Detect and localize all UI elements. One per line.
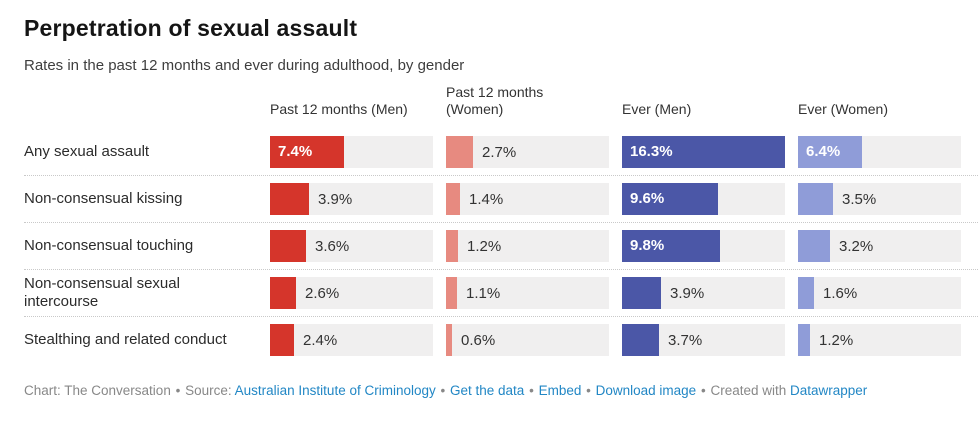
datawrapper-link[interactable]: Datawrapper bbox=[790, 383, 868, 398]
bar-track: 9.8% bbox=[622, 230, 785, 262]
bar-track: 3.7% bbox=[622, 324, 785, 356]
bar-value-label: 9.6% bbox=[630, 190, 665, 207]
row-label: Non-consensual kissing bbox=[24, 190, 183, 207]
footer-credit: Chart: The Conversation bbox=[24, 383, 171, 398]
footer: Chart: The Conversation • Source: Austra… bbox=[24, 382, 978, 399]
row-label: Non-consensual touching bbox=[24, 237, 194, 254]
bar bbox=[270, 230, 306, 262]
bar-track: 1.1% bbox=[446, 277, 609, 309]
bar bbox=[798, 183, 833, 215]
bar-track: 1.2% bbox=[446, 230, 609, 262]
bar: 9.6% bbox=[622, 183, 718, 215]
column-header: Past 12 months (Men) bbox=[270, 101, 408, 117]
footer-separator: • bbox=[700, 383, 706, 398]
row-label: Non-consensual sexual intercourse bbox=[24, 275, 180, 310]
bar-value-label: 9.8% bbox=[630, 237, 665, 254]
bar-track: 6.4% bbox=[798, 136, 961, 168]
bar bbox=[798, 324, 810, 356]
bar-track: 1.2% bbox=[798, 324, 961, 356]
get-the-data-link[interactable]: Get the data bbox=[450, 383, 525, 398]
bar-value-label: 3.6% bbox=[315, 237, 350, 255]
bar-track: 0.6% bbox=[446, 324, 609, 356]
chart-row: Non-consensual kissing 3.9% 1.4% 9.6% 3.5% bbox=[24, 176, 978, 223]
bar bbox=[270, 183, 309, 215]
footer-separator: • bbox=[440, 383, 446, 398]
bar-value-label: 3.9% bbox=[318, 190, 353, 208]
bar-track: 7.4% bbox=[270, 136, 433, 168]
bar-value-label: 1.1% bbox=[466, 284, 501, 302]
bar: 9.8% bbox=[622, 230, 720, 262]
bar-track: 3.2% bbox=[798, 230, 961, 262]
bar-value-label: 1.2% bbox=[819, 331, 854, 349]
bar-value-label: 3.9% bbox=[670, 284, 705, 302]
bar-track: 3.9% bbox=[270, 183, 433, 215]
chart-subtitle: Rates in the past 12 months and ever dur… bbox=[24, 57, 465, 74]
bar-track: 3.9% bbox=[622, 277, 785, 309]
bar-track: 16.3% bbox=[622, 136, 785, 168]
bar: 7.4% bbox=[270, 136, 344, 168]
bar-track: 2.7% bbox=[446, 136, 609, 168]
chart-row: Non-consensual sexual intercourse 2.6% 1.1… bbox=[24, 270, 978, 317]
footer-separator: • bbox=[175, 383, 181, 398]
bar bbox=[446, 277, 457, 309]
bar bbox=[446, 324, 452, 356]
bar-track: 3.5% bbox=[798, 183, 961, 215]
bar bbox=[446, 230, 458, 262]
column-headers: Past 12 months (Men) Past 12 months (Wome… bbox=[24, 84, 978, 129]
bar-value-label: 3.7% bbox=[668, 331, 703, 349]
bar-track: 2.4% bbox=[270, 324, 433, 356]
bar-value-label: 3.2% bbox=[839, 237, 874, 255]
bar-value-label: 16.3% bbox=[630, 143, 673, 160]
chart-row: Any sexual assault 7.4% 2.7% 16.3% 6.4% bbox=[24, 129, 978, 176]
bar bbox=[798, 230, 830, 262]
bar bbox=[270, 277, 296, 309]
bar bbox=[446, 183, 460, 215]
bar-track: 9.6% bbox=[622, 183, 785, 215]
bar-track: 1.4% bbox=[446, 183, 609, 215]
bar-track: 3.6% bbox=[270, 230, 433, 262]
bar: 16.3% bbox=[622, 136, 785, 168]
bar: 6.4% bbox=[798, 136, 862, 168]
bar-track: 2.6% bbox=[270, 277, 433, 309]
footer-separator: • bbox=[586, 383, 591, 398]
bar-value-label: 2.6% bbox=[305, 284, 340, 302]
column-header: Ever (Men) bbox=[622, 101, 692, 117]
bar bbox=[622, 324, 659, 356]
download-image-link[interactable]: Download image bbox=[595, 383, 697, 398]
bar-value-label: 1.4% bbox=[469, 190, 504, 208]
bar bbox=[622, 277, 661, 309]
source-link[interactable]: Australian Institute of Criminology bbox=[234, 383, 436, 398]
bar bbox=[798, 277, 814, 309]
bar-value-label: 3.5% bbox=[842, 190, 877, 208]
column-header: Past 12 months (Women) bbox=[446, 84, 544, 117]
chart-container: Perpetration of sexual assault Rates in … bbox=[24, 15, 978, 399]
footer-created-with: Created with bbox=[710, 383, 787, 398]
footer-source-label: Source: bbox=[185, 383, 232, 398]
column-header: Ever (Women) bbox=[798, 101, 888, 117]
embed-link[interactable]: Embed bbox=[538, 383, 582, 398]
bar-value-label: 7.4% bbox=[278, 143, 313, 160]
bar-value-label: 1.6% bbox=[823, 284, 858, 302]
chart-row: Non-consensual touching 3.6% 1.2% 9.8% 3.2% bbox=[24, 223, 978, 270]
bar bbox=[270, 324, 294, 356]
bar-value-label: 0.6% bbox=[461, 331, 496, 349]
chart-body: Any sexual assault 7.4% 2.7% 16.3% 6.4% Non-c… bbox=[24, 129, 978, 363]
chart-title: Perpetration of sexual assault bbox=[24, 15, 358, 41]
bar-value-label: 2.4% bbox=[303, 331, 338, 349]
bar-track: 1.6% bbox=[798, 277, 961, 309]
bar-value-label: 2.7% bbox=[482, 143, 517, 161]
footer-separator: • bbox=[529, 383, 534, 398]
bar bbox=[446, 136, 473, 168]
row-label: Any sexual assault bbox=[24, 143, 150, 160]
bar-value-label: 1.2% bbox=[467, 237, 502, 255]
chart-row: Stealthing and related conduct 2.4% 0.6% 3.… bbox=[24, 317, 978, 363]
row-label: Stealthing and related conduct bbox=[24, 331, 227, 348]
bar-value-label: 6.4% bbox=[806, 143, 841, 160]
